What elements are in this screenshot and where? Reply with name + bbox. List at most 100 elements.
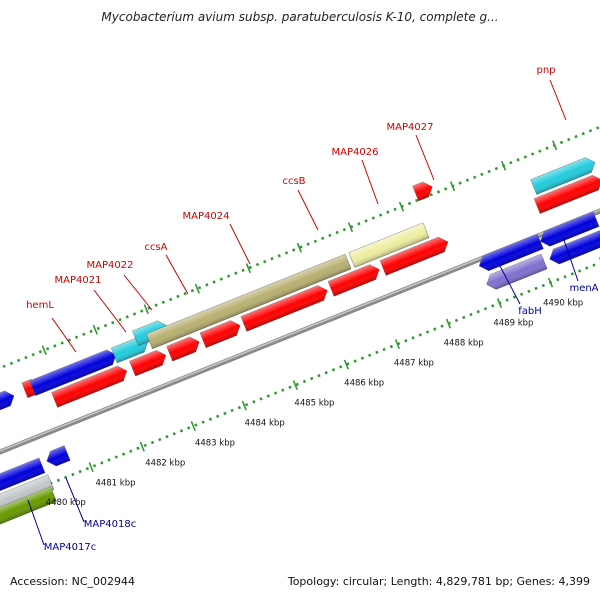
inner-tick-major <box>88 462 94 473</box>
outer-tick-minor <box>588 129 593 133</box>
outer-tick-minor <box>234 271 238 275</box>
outer-tick-minor <box>545 146 549 150</box>
outer-tick-minor <box>226 274 231 278</box>
cds-upper-1-shine <box>0 390 15 431</box>
inner-tick-minor <box>302 379 307 384</box>
inner-tick-minor <box>404 339 408 343</box>
gene-label-map4018c: MAP4018c <box>84 519 136 530</box>
outer-tick-major <box>296 242 303 253</box>
leader-heml <box>51 317 77 353</box>
outer-tick-major <box>551 140 558 151</box>
inner-tick-minor <box>433 327 437 331</box>
gene-labels: hemL MAP4021 MAP4022 ccsA MAP4024 ccsB MAP4026… <box>26 65 599 553</box>
inner-tick-minor <box>223 411 227 416</box>
inner-tick-minor <box>107 458 111 462</box>
inner-tick-minor <box>266 394 270 398</box>
gene-label-map4024: MAP4024 <box>183 211 230 222</box>
inner-tick-minor <box>491 304 495 308</box>
cds-upper-2-shine <box>29 349 117 396</box>
cds-forward-5-shine <box>240 285 328 332</box>
inner-tick-minor <box>288 385 292 389</box>
cds-upper-7-shine <box>530 157 595 195</box>
inner-tick-minor <box>92 464 97 468</box>
inner-tick-major <box>394 339 401 350</box>
outer-tick-minor <box>17 358 21 363</box>
inner-tick-major <box>445 318 452 329</box>
inner-tick-minor <box>411 336 415 340</box>
inner-tick-minor <box>389 344 393 349</box>
outer-tick-minor <box>596 126 600 130</box>
gene-label-ccsb: ccsB <box>282 176 305 187</box>
inner-tick-minor <box>592 263 596 267</box>
outer-tick-minor <box>255 262 260 267</box>
inner-tick-minor <box>317 373 321 378</box>
kbp-label: 4482 kbp <box>145 458 185 468</box>
kbp-label: 4487 kbp <box>394 358 434 368</box>
cds-forward-2-shine <box>129 350 166 377</box>
kbp-label: 4486 kbp <box>344 378 384 388</box>
inner-tick-minor <box>165 434 169 439</box>
cds-forward-1 <box>51 365 128 408</box>
gene-label-heml: hemL <box>26 300 54 311</box>
inner-tick-minor <box>519 292 524 296</box>
outer-tick-minor <box>45 347 50 351</box>
outer-tick-minor <box>581 132 585 136</box>
leader-ccsb <box>297 189 319 231</box>
inner-tick-minor <box>585 266 589 270</box>
inner-tick-minor <box>114 455 118 459</box>
inner-tick-minor <box>208 417 213 421</box>
outer-tick-minor <box>161 300 166 304</box>
inner-tick-minor <box>324 371 328 375</box>
cds-forward-small-2-shine <box>412 181 433 201</box>
inner-tick-minor <box>63 475 68 480</box>
outer-tick-major <box>41 345 47 356</box>
outer-tick-minor <box>473 175 477 179</box>
gene-label-map4021: MAP4021 <box>55 275 102 286</box>
leader-map4022 <box>123 274 153 311</box>
inner-tick-minor <box>121 452 126 456</box>
cds-forward-4 <box>199 320 241 348</box>
inner-tick-minor <box>469 312 473 317</box>
inner-tick-minor <box>56 478 61 482</box>
kbp-label: 4484 kbp <box>245 418 285 428</box>
feature-track <box>0 157 600 530</box>
cds-forward-6-shine <box>328 264 380 297</box>
cds-reverse-8-shine <box>549 228 600 265</box>
outer-tick-major <box>449 181 456 192</box>
inner-tick-minor <box>158 437 162 442</box>
outer-tick-minor <box>263 259 267 264</box>
backbone <box>0 208 600 455</box>
outer-tick-minor <box>74 335 79 339</box>
cds-forward-7-shine <box>380 237 448 276</box>
cds-forward-3 <box>166 336 200 362</box>
outer-tick-minor <box>197 286 202 290</box>
cds-upper-5 <box>146 253 352 349</box>
outer-tick-minor <box>444 187 448 191</box>
inner-tick-minor <box>201 420 205 424</box>
inner-tick-minor <box>382 347 386 352</box>
cds-reverse-1-shine <box>0 457 45 498</box>
outer-tick-minor <box>465 178 470 182</box>
outer-tick-minor <box>516 158 520 162</box>
outer-tick-minor <box>436 190 441 194</box>
outer-tick-minor <box>523 155 527 159</box>
outer-tick-minor <box>574 134 578 139</box>
leader-map4026 <box>361 159 379 205</box>
cds-reverse-4-shine <box>0 486 57 530</box>
outer-tick-minor <box>154 303 158 307</box>
inner-tick-minor <box>331 368 336 372</box>
cds-reverse-8 <box>549 228 600 265</box>
outer-tick-minor <box>530 152 535 156</box>
inner-tick-minor <box>563 275 567 279</box>
outer-tick-major <box>245 263 251 274</box>
inner-tick-minor <box>512 295 517 299</box>
outer-tick-minor <box>321 236 325 241</box>
cds-reverse-7 <box>486 253 548 290</box>
inner-tick-minor <box>418 333 422 337</box>
kbp-labels: 4480 kbp 4481 kbp 4482 kbp 4483 kbp 4484 kbp… <box>46 298 583 508</box>
leader-pnp <box>549 79 567 121</box>
cds-upper-1 <box>0 390 15 431</box>
inner-tick-minor <box>237 405 241 410</box>
cds-forward-5 <box>240 285 328 332</box>
